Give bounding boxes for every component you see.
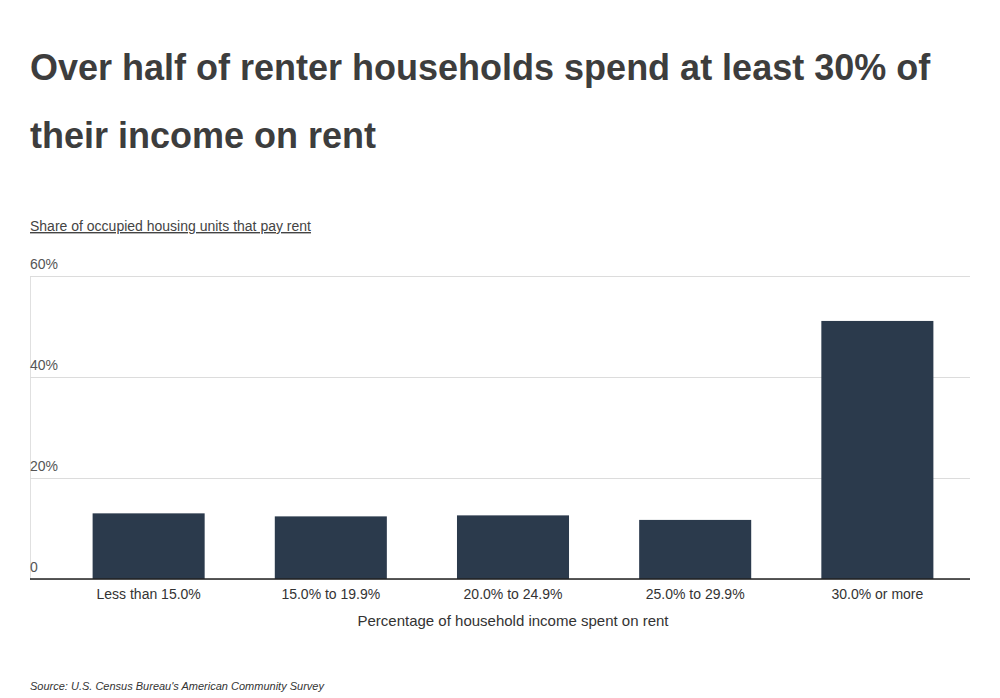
x-axis: Less than 15.0% 15.0% to 19.9% 20.0% to 24… — [30, 579, 970, 602]
bar — [821, 321, 933, 579]
grid-line — [30, 276, 970, 277]
y-tick: 60% — [30, 256, 970, 277]
bar — [275, 516, 387, 579]
x-tick: 20.0% to 24.9% — [464, 579, 563, 602]
title: Over half of renter households spend at … — [30, 47, 931, 156]
subtitle: Share of occupied housing units that pay… — [30, 218, 311, 234]
bars — [93, 321, 934, 579]
x-tick-label: 15.0% to 19.9% — [281, 586, 380, 602]
grid-line — [30, 579, 970, 580]
chart: Over half of renter households spend at … — [0, 0, 1000, 698]
bar — [93, 513, 205, 579]
y-axis: 0 20% 40% 60% — [30, 256, 970, 580]
source: Source: U.S. Census Bureau's American Co… — [30, 680, 325, 692]
x-tick-label: Less than 15.0% — [96, 586, 200, 602]
title-line: their income on rent — [30, 115, 376, 156]
x-tick: 25.0% to 29.9% — [646, 579, 745, 602]
x-tick-label: 25.0% to 29.9% — [646, 586, 745, 602]
y-axis-line — [30, 277, 31, 580]
x-tick-label: 20.0% to 24.9% — [464, 586, 563, 602]
x-tick: 30.0% or more — [831, 579, 923, 602]
x-tick: Less than 15.0% — [96, 579, 200, 602]
bar — [457, 515, 569, 579]
x-tick-label: 30.0% or more — [831, 586, 923, 602]
y-tick-label: 60% — [30, 256, 58, 272]
x-axis-line — [30, 578, 970, 580]
y-tick-label: 0 — [30, 559, 38, 575]
x-tick: 15.0% to 19.9% — [281, 579, 380, 602]
bar — [639, 520, 751, 579]
y-tick-label: 40% — [30, 357, 58, 373]
y-tick-label: 20% — [30, 458, 58, 474]
x-axis-title: Percentage of household income spent on … — [357, 612, 669, 629]
title-line: Over half of renter households spend at … — [30, 47, 931, 88]
